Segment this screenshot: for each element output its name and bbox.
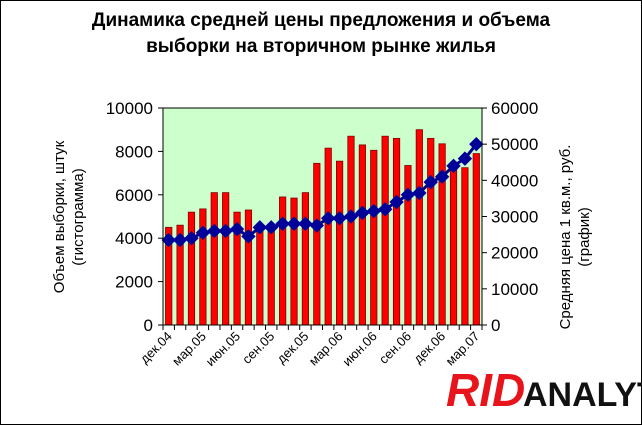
price-point: [298, 216, 313, 231]
x-tick-label: мар.06: [306, 329, 346, 369]
price-point: [423, 174, 438, 190]
right-tick-label: 0: [491, 316, 500, 335]
right-axis-title: Средняя цена 1 кв.м., руб.: [557, 145, 574, 330]
bar: [210, 192, 218, 326]
logo-rid-text: RID: [446, 364, 525, 416]
x-tick-label: сен.05: [239, 329, 277, 367]
bar: [244, 209, 253, 326]
price-point: [218, 223, 233, 239]
bar: [267, 223, 275, 326]
chart-title-line-1: Динамика средней цены предложения и объе…: [91, 10, 551, 31]
bar: [187, 211, 196, 326]
price-point: [275, 216, 290, 231]
logo-analytics-text: ANALYTICS: [523, 376, 642, 414]
price-point: [264, 220, 279, 235]
price-point: [469, 136, 484, 152]
bar: [449, 161, 458, 326]
price-point: [366, 203, 381, 219]
bar: [381, 135, 389, 326]
right-tick-label: 40000: [491, 171, 538, 190]
bar: [392, 137, 401, 326]
price-point: [195, 225, 211, 240]
bar: [313, 162, 321, 326]
right-axis-title: (график): [576, 207, 593, 266]
left-axis-title: Объем выборки, штук: [51, 140, 68, 293]
price-point: [400, 187, 416, 203]
right-tick-label: 20000: [491, 244, 538, 263]
left-tick-label: 10000: [106, 99, 153, 118]
price-point: [332, 211, 347, 226]
axis-labels: Объем выборки, штук (гистограмма) Средняя …: [51, 140, 593, 329]
bar: [222, 192, 230, 326]
x-tick-label: дек.05: [274, 329, 312, 367]
bar: [461, 167, 469, 326]
left-tick-label: 2000: [115, 273, 153, 292]
bar: [324, 147, 332, 326]
x-tick-label: мар.07: [442, 329, 482, 369]
price-point: [457, 151, 473, 166]
price-point: [286, 216, 302, 231]
price-point: [446, 158, 461, 174]
price-point: [389, 194, 404, 210]
right-tick-label: 30000: [491, 208, 538, 227]
right-tick-label: 10000: [491, 280, 538, 299]
bar: [358, 144, 366, 326]
left-tick-label: 4000: [115, 229, 153, 248]
price-point: [412, 185, 427, 201]
price-point: [241, 229, 256, 244]
left-tick-label: 6000: [115, 186, 153, 205]
price-point: [355, 205, 370, 221]
rid-analytics-logo: RID ANALYTICS: [446, 364, 642, 416]
bar: [415, 129, 423, 326]
price-point: [252, 220, 268, 235]
x-tick-label: июн.06: [339, 329, 379, 369]
price-point: [229, 221, 245, 237]
price-point: [207, 223, 222, 239]
price-point: [320, 211, 336, 226]
price-point: [184, 230, 199, 246]
left-tick-label: 0: [144, 316, 153, 335]
bar: [347, 135, 355, 326]
price-point: [343, 209, 359, 224]
right-tick-label: 50000: [491, 135, 538, 154]
bar: [335, 160, 344, 326]
x-tick-label: сен.06: [376, 329, 414, 367]
chart-title-line-2: выборки на вторичном рынке жилья: [146, 36, 496, 57]
bar: [279, 196, 287, 326]
price-point: [434, 169, 450, 184]
price-point: [172, 232, 188, 248]
left-axis-title: (гистограмма): [70, 168, 87, 266]
bar: [301, 192, 310, 326]
right-tick-label: 60000: [491, 99, 538, 118]
line-series: [161, 136, 484, 248]
x-tick-label: июн.05: [203, 329, 243, 369]
bar: [427, 137, 435, 326]
price-point: [161, 232, 176, 248]
bar: [256, 229, 264, 326]
price-point: [309, 218, 325, 233]
x-tick-label: дек.06: [410, 329, 448, 367]
left-tick-label: 8000: [115, 142, 153, 161]
bar: [472, 153, 480, 326]
x-tick-label: мар.05: [169, 329, 209, 369]
bar: [370, 149, 378, 326]
price-point: [377, 202, 393, 217]
